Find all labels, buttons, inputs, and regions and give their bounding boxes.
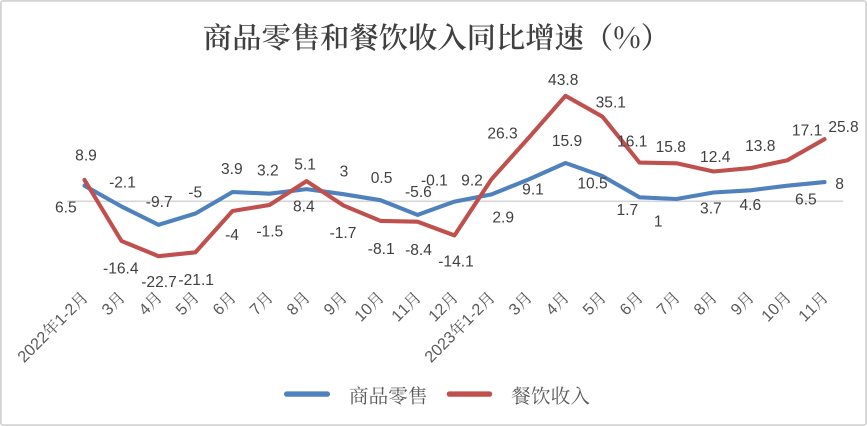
svg-text:8: 8 xyxy=(835,176,844,193)
svg-text:4.6: 4.6 xyxy=(739,197,761,214)
svg-text:-9.7: -9.7 xyxy=(146,194,173,211)
svg-text:13.8: 13.8 xyxy=(745,138,775,155)
svg-text:3: 3 xyxy=(340,163,349,180)
svg-text:-5.6: -5.6 xyxy=(405,184,432,201)
svg-text:3.9: 3.9 xyxy=(221,161,243,178)
svg-text:-5: -5 xyxy=(188,184,202,201)
svg-text:6.5: 6.5 xyxy=(795,192,817,209)
svg-text:17.1: 17.1 xyxy=(792,123,822,140)
svg-text:-21.1: -21.1 xyxy=(178,272,214,289)
svg-text:9.2: 9.2 xyxy=(461,172,483,189)
svg-text:3.2: 3.2 xyxy=(257,163,279,180)
svg-text:9.1: 9.1 xyxy=(522,181,544,198)
svg-text:5.1: 5.1 xyxy=(294,157,316,174)
svg-text:10.5: 10.5 xyxy=(577,175,608,192)
svg-text:-16.4: -16.4 xyxy=(103,261,139,278)
svg-text:16.1: 16.1 xyxy=(617,133,647,150)
svg-text:0.5: 0.5 xyxy=(371,170,393,187)
svg-text:-14.1: -14.1 xyxy=(438,254,474,271)
svg-text:1.7: 1.7 xyxy=(616,202,638,219)
svg-text:-2.1: -2.1 xyxy=(109,175,136,192)
svg-text:6.5: 6.5 xyxy=(55,200,77,217)
svg-text:12.4: 12.4 xyxy=(700,149,731,166)
svg-text:26.3: 26.3 xyxy=(487,126,517,143)
svg-text:-8.4: -8.4 xyxy=(405,242,432,259)
svg-text:-1.7: -1.7 xyxy=(330,225,357,242)
svg-text:15.8: 15.8 xyxy=(656,139,686,156)
svg-text:15.9: 15.9 xyxy=(552,133,582,150)
svg-text:35.1: 35.1 xyxy=(596,95,626,112)
svg-text:-1.5: -1.5 xyxy=(256,223,283,240)
svg-text:2.9: 2.9 xyxy=(492,210,514,227)
svg-text:3.7: 3.7 xyxy=(700,201,722,218)
svg-text:-0.1: -0.1 xyxy=(421,173,448,190)
svg-text:25.8: 25.8 xyxy=(828,119,858,136)
svg-text:8.9: 8.9 xyxy=(75,148,97,165)
svg-text:-22.7: -22.7 xyxy=(141,274,177,291)
svg-text:-4: -4 xyxy=(225,227,239,244)
svg-text:8.4: 8.4 xyxy=(293,199,315,216)
svg-text:-8.1: -8.1 xyxy=(368,241,395,258)
svg-text:1: 1 xyxy=(654,214,663,231)
svg-text:43.8: 43.8 xyxy=(548,72,578,89)
